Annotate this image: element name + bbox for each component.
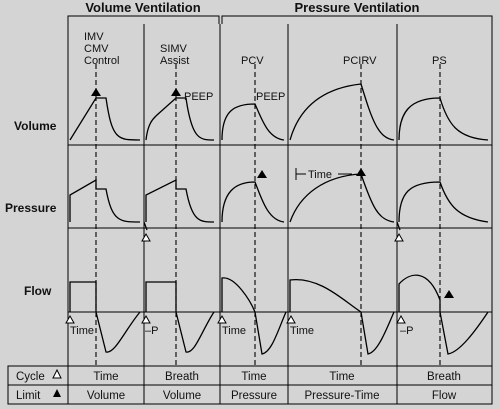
table-cycle-col1: Time [93, 371, 118, 383]
flow-wave-col3 [221, 277, 287, 355]
volume-wave-col5 [398, 97, 489, 141]
volume-wave-col4 [289, 83, 395, 141]
pressure-wave-col3 [221, 181, 285, 223]
volume-wave-col2 [145, 97, 215, 141]
group-title-pressure: Pressure Ventilation [295, 0, 420, 15]
flow-trigger-label-col4: Time [290, 325, 314, 337]
table-limit-col4: Pressure-Time [305, 390, 380, 402]
flow-trigger-label-col5: –P [400, 325, 413, 337]
table-limit-col1: Volume [87, 390, 125, 402]
mode-label-assist: Assist [160, 55, 189, 67]
time-bracket-pcirv [295, 168, 352, 180]
cycle-open-triangle-icon-flow-col1 [65, 314, 75, 324]
cycle-open-triangle-icon-flow-col4 [286, 314, 296, 324]
cycle-open-triangle-icon-flow-col3 [217, 314, 227, 324]
peep-label-col3: PEEP [256, 91, 285, 103]
row-label-flow: Flow [24, 284, 52, 298]
mode-label-simv: SIMV [160, 43, 188, 55]
limit-filled-triangle-icon-col5 [444, 290, 454, 298]
mode-label-pcv: PCV [241, 55, 264, 67]
limit-filled-triangle-icon-col4 [356, 168, 366, 176]
row-label-volume: Volume [14, 119, 57, 133]
pressure-wave-col1 [69, 178, 141, 223]
table-cycle-open-triangle-icon [52, 368, 62, 379]
table-cycle-col5: Breath [427, 371, 461, 383]
table-cycle-label: Cycle [16, 371, 45, 383]
pressure-wave-col2 [145, 178, 215, 223]
flow-wave-col4 [289, 279, 395, 355]
limit-filled-triangle-icon-col3 [257, 170, 267, 178]
mode-label-cmv: CMV [84, 43, 109, 55]
table-limit-col3: Pressure [231, 390, 277, 402]
volume-wave-col1 [69, 97, 141, 141]
group-bracket-volume [67, 15, 220, 24]
cycle-open-triangle-icon-flow-col5 [396, 314, 406, 324]
table-limit-col5: Flow [432, 390, 457, 402]
flow-wave-col1 [69, 281, 141, 353]
cycle-open-triangle-icon-pressure-col2 [141, 232, 151, 242]
pressure-trigger-dip-col2 [143, 221, 148, 231]
table-limit-filled-triangle-icon [53, 389, 61, 397]
grid-frame [7, 24, 493, 405]
group-title-volume: Volume Ventilation [85, 0, 200, 15]
flow-wave-col2 [145, 281, 215, 353]
time-label-pcirv: Time [308, 169, 332, 181]
cycle-open-triangle-icon-flow-col2 [141, 314, 151, 324]
pressure-trigger-dip-col5 [396, 221, 401, 231]
mode-label-control: Control [84, 55, 119, 67]
mode-label-pcirv: PCIRV [343, 55, 377, 67]
mode-label-imv: IMV [84, 31, 104, 43]
cycle-open-triangle-icon-pressure-col5 [394, 232, 404, 242]
mode-label-ps: PS [432, 55, 447, 67]
flow-trigger-label-col1: Time [70, 325, 94, 337]
volume-wave-col3 [221, 103, 285, 141]
limit-filled-triangle-icon-col1 [91, 88, 101, 96]
row-label-pressure: Pressure [5, 201, 57, 215]
limit-filled-triangle-icon-col2 [171, 88, 181, 96]
peep-label-col2: PEEP [184, 91, 213, 103]
table-cycle-col2: Breath [165, 371, 199, 383]
table-limit-label: Limit [16, 390, 41, 402]
pressure-wave-col4 [289, 173, 395, 223]
flow-wave-col5 [398, 274, 489, 355]
flow-trigger-label-col2: –P [145, 325, 158, 337]
flow-trigger-label-col3: Time [222, 325, 246, 337]
group-bracket-pressure [221, 15, 493, 24]
pressure-wave-col5 [398, 181, 489, 223]
table-cycle-col4: Time [329, 371, 354, 383]
table-cycle-col3: Time [241, 371, 266, 383]
table-limit-col2: Volume [163, 390, 201, 402]
